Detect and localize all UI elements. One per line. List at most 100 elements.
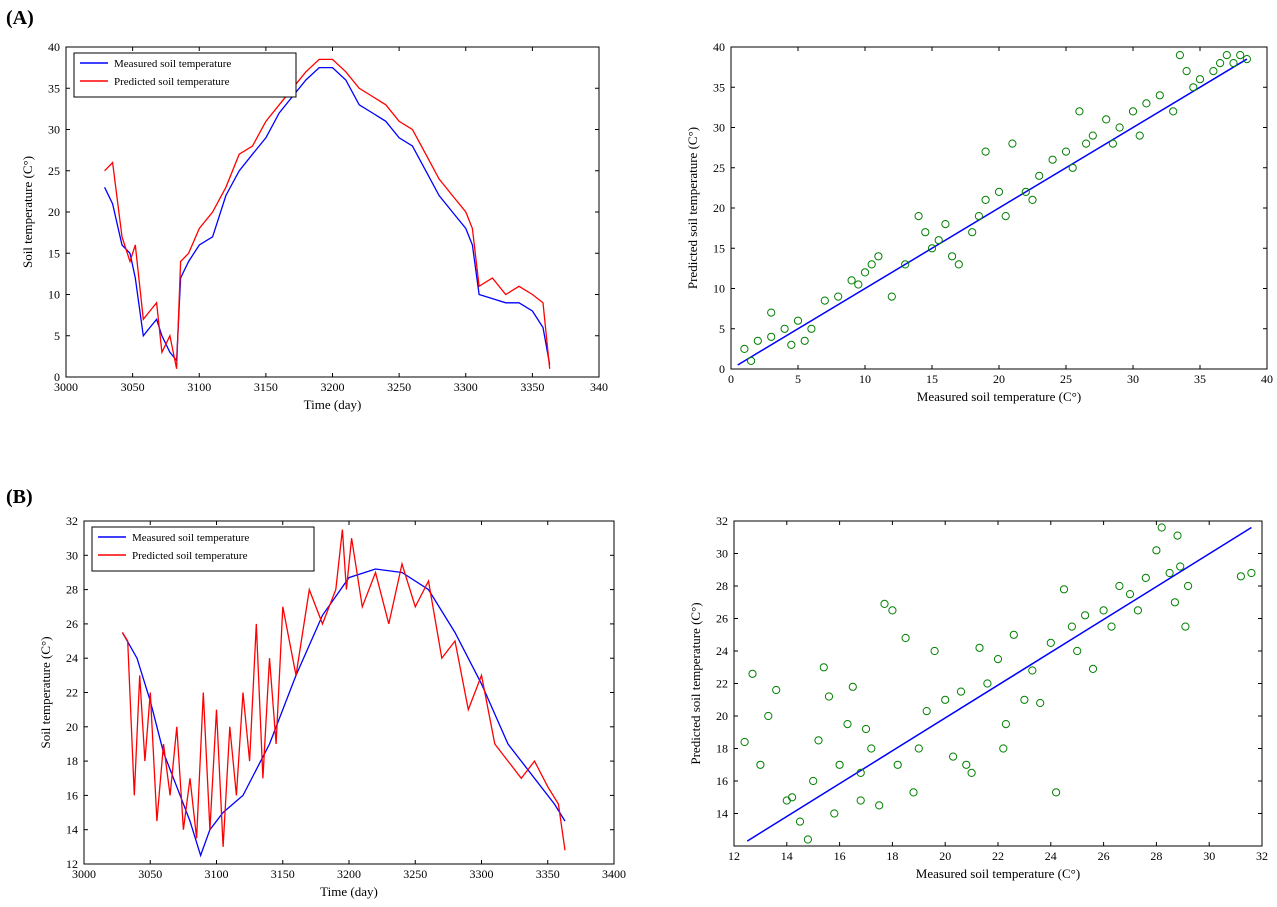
series-line-predicted [121,529,566,851]
scatter-point [764,711,773,721]
scatter-point [748,669,757,678]
legend-label: Predicted soil temperature [114,76,230,88]
legend-label: Predicted soil temperature [132,550,248,562]
scatter-point [1195,75,1205,84]
scatter-point [1035,171,1044,180]
scatter-point [1165,568,1174,578]
scatter-point [914,744,923,753]
y-tick-label: 0 [54,370,60,384]
scatter-point [1216,59,1225,68]
scatter-point [772,685,781,695]
scatter-point [1052,788,1061,797]
y-axis-label: Soil temperature (C°) [20,156,35,268]
scatter-point [921,228,930,237]
scatter-point [1157,523,1166,532]
scatter-point [874,252,883,261]
y-tick-label: 15 [713,241,725,255]
y-tick-label: 35 [48,81,60,95]
scatter-point [934,236,943,245]
scatter-point [795,817,805,826]
chart-a-scatter: 0 5 10 15 20 25 30 35 40 0 5 10 15 20 25 30 35 40 Measured… [685,40,1273,404]
y-axis-label: Predicted soil temperature (C°) [685,127,700,289]
scatter-point [981,195,990,204]
scatter-point [1184,581,1193,591]
scatter-point [1181,622,1190,631]
y-tick-label: 22 [716,677,728,691]
scatter-point [893,760,902,769]
scatter-point [887,292,896,301]
panel-label-a: (A) [6,7,34,29]
y-tick-label: 18 [716,742,728,756]
scatter-point [954,260,963,269]
x-tick-label: 3350 [536,867,560,881]
scatter-point [1152,546,1161,555]
x-tick-label: 3300 [470,867,494,881]
fit-line [746,526,1252,842]
scatter-point [1173,531,1182,540]
y-tick-label: 16 [716,774,728,788]
scatter-point [875,801,884,810]
scatter-point [1176,562,1185,571]
scatter-point [800,336,809,345]
y-tick-label: 28 [716,579,728,593]
x-tick-label: 3150 [254,380,278,394]
chart-b-scatter: 12 14 16 18 20 22 24 26 28 30 32 14 16 18 20 22 24 26 28 30… [688,514,1268,881]
x-tick-label: 14 [781,849,793,863]
y-tick-label: 30 [66,548,78,562]
y-tick-label: 16 [66,788,78,802]
scatter-point [999,744,1008,753]
scatter-point [788,793,797,802]
y-tick-label: 40 [713,40,725,54]
scatter-point [835,760,844,769]
scatter-point [1169,107,1178,116]
scatter-point [1008,139,1017,148]
scatter-point [1068,163,1077,172]
scatter-point [1082,139,1091,148]
y-tick-label: 20 [713,201,725,215]
y-tick-label: 5 [719,322,725,336]
scatter-point [820,296,829,305]
scatter-point [1046,638,1055,648]
scatter-point [1075,107,1084,116]
scatter-point [856,768,865,778]
scatter-point [1028,666,1037,675]
y-axis-label: Soil temperature (C°) [38,636,53,748]
x-tick-label: 28 [1150,849,1162,863]
y-tick-label: 32 [66,514,78,528]
scatter-point [1061,147,1071,156]
scatter-point [1059,585,1069,594]
scatter-point [1107,622,1116,631]
scatter-point [867,744,876,753]
scatter-point [1028,195,1037,204]
chart-b-timeseries: 3000 3050 3100 3150 3200 3250 3300 3350 3400 12 14… [38,514,626,899]
y-tick-label: 40 [48,40,60,54]
x-tick-label: 3350 [520,380,544,394]
scatter-point [967,768,976,778]
scatter-point [753,336,762,345]
scatter-point [1128,107,1138,116]
x-tick-label: 16 [834,849,846,863]
scatter-point [994,187,1004,196]
x-tick-label: 3050 [138,867,162,881]
scatter-point [1102,115,1111,124]
scatter-point [1021,187,1030,196]
x-tick-label: 3250 [403,867,427,881]
scatter-point [793,316,803,325]
x-tick-label: 30 [1127,372,1139,386]
x-tick-label: 3200 [321,380,345,394]
scatter-point [780,324,789,333]
scatter-point [843,720,852,729]
y-tick-label: 22 [66,686,78,700]
y-tick-label: 12 [66,857,78,871]
y-tick-label: 26 [66,617,78,631]
x-tick-label: 3000 [54,380,78,394]
x-tick-label: 15 [926,372,938,386]
scatter-point [856,796,865,805]
scatter-point [1115,123,1124,132]
scatter-point [983,679,992,688]
scatter-point [740,344,749,353]
x-tick-label: 22 [992,849,1004,863]
scatter-point [880,599,889,609]
y-tick-label: 14 [716,807,728,821]
